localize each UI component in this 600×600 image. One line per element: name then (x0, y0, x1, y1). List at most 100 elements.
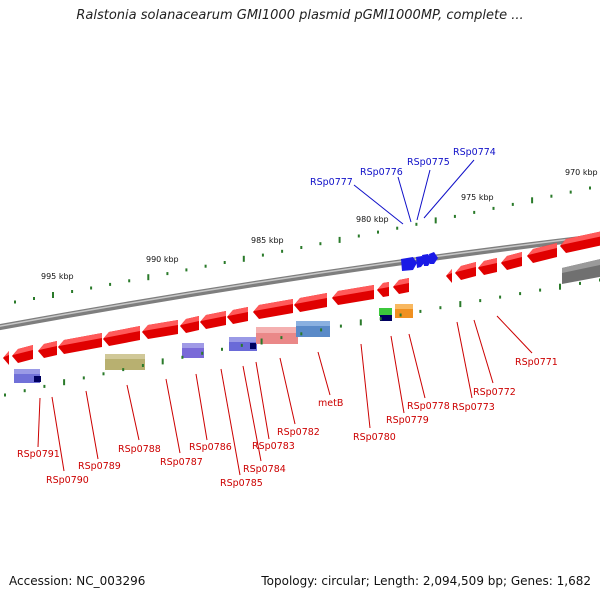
scale-tick (377, 230, 379, 234)
scale-tick (559, 283, 561, 290)
label-RSp0780[interactable]: RSp0780 (353, 432, 396, 443)
scale-tick (90, 286, 93, 290)
gene-RSp0784-highlight (201, 311, 226, 321)
scale-tick (419, 309, 422, 313)
label-RSp0784[interactable]: RSp0784 (243, 464, 286, 475)
scale-tick (109, 282, 112, 286)
scale-tick (181, 355, 184, 359)
scale-tick (43, 384, 46, 388)
scale-tick (166, 272, 169, 276)
top-gene-labels: RSp0774 RSp0775 RSp0776 RSp0777 (310, 147, 496, 188)
top-strand-genes (401, 252, 438, 271)
page-title: Ralstonia solanacearum GMI1000 plasmid p… (76, 8, 524, 23)
scale-tick (357, 234, 360, 238)
gene-RSp0772-highlight (479, 258, 497, 267)
scale-tick (569, 190, 572, 194)
scale-tick (589, 186, 591, 190)
scale-tick (280, 336, 283, 340)
gene-metB-highlight (295, 293, 327, 304)
scale-tick (122, 368, 125, 372)
tick-labels: 970 kbp 975 kbp 980 kbp 985 kbp 990 kbp … (41, 168, 598, 281)
label-RSp0776[interactable]: RSp0776 (360, 167, 403, 178)
gene-RSp0778-highlight (394, 278, 409, 286)
label-RSp0782[interactable]: RSp0782 (277, 427, 320, 438)
tick-label-970: 970 kbp (565, 168, 598, 177)
label-RSp0778[interactable]: RSp0778 (407, 401, 450, 412)
feature-green-small[interactable] (379, 308, 392, 316)
label-RSp0788[interactable]: RSp0788 (118, 444, 161, 455)
scale-tick (539, 288, 542, 292)
gene-RSp0792-highlight (4, 350, 9, 357)
label-RSp0786[interactable]: RSp0786 (189, 442, 232, 453)
scale-tick (185, 268, 188, 272)
scale-tick (399, 313, 402, 317)
gene-RSp0789-highlight (59, 333, 102, 346)
scale-tick (300, 246, 303, 249)
label-RSp0791[interactable]: RSp0791 (17, 449, 60, 460)
label-RSp0773[interactable]: RSp0773 (452, 402, 495, 413)
genome-backbone (0, 233, 600, 331)
scale-tick (359, 319, 362, 326)
label-RSp0787[interactable]: RSp0787 (160, 457, 203, 468)
label-metB[interactable]: metB (318, 398, 343, 409)
scale-tick (240, 343, 243, 347)
scale-tick (141, 364, 144, 367)
scale-lower (4, 278, 600, 397)
scale-tick (23, 389, 26, 393)
gene-RSp0771-highlight (528, 243, 557, 255)
tick-label-975: 975 kbp (461, 193, 494, 202)
scale-tick (319, 242, 322, 246)
top-leaders (353, 159, 475, 225)
scale-tick (128, 279, 131, 283)
gene-RSp0790-highlight (39, 341, 57, 350)
scale-tick (242, 255, 245, 262)
scale-tick (204, 264, 207, 268)
label-RSp0775[interactable]: RSp0775 (407, 157, 450, 168)
scale-tick (261, 253, 264, 257)
label-RSp0790[interactable]: RSp0790 (46, 475, 89, 486)
scale-tick (4, 393, 6, 397)
label-RSp0777[interactable]: RSp0777 (310, 177, 353, 188)
scale-tick (52, 292, 54, 298)
gene-RSp0777[interactable] (401, 257, 417, 271)
gene-RSp0782-highlight (254, 299, 293, 311)
scale-tick (223, 261, 226, 264)
scale-tick (473, 210, 476, 214)
gene-RSp0772-upper-highlight (502, 252, 522, 262)
gene-RSp0774[interactable] (429, 252, 438, 264)
scale-tick (479, 299, 482, 303)
scale-tick (550, 194, 553, 198)
scale-tick (492, 206, 495, 210)
scale-tick (396, 226, 399, 230)
gene-RSp0773b-highlight (447, 268, 452, 275)
scale-tick (499, 295, 502, 299)
topology-stats-text: Topology: circular; Length: 2,094,509 bp… (261, 574, 591, 588)
scale-tick (300, 332, 303, 336)
scale-tick (320, 328, 323, 332)
scale-tick (531, 197, 534, 204)
scale-tick (82, 376, 85, 380)
scale-tick (201, 351, 204, 355)
gene-RSp0773-highlight (456, 262, 476, 272)
label-RSp0774[interactable]: RSp0774 (453, 147, 496, 158)
label-RSp0779[interactable]: RSp0779 (386, 415, 429, 426)
accession-text: Accession: NC_003296 (9, 574, 146, 588)
bottom-leaders (37, 315, 533, 476)
tick-label-995: 995 kbp (41, 272, 74, 281)
label-RSp0771[interactable]: RSp0771 (515, 357, 558, 368)
scale-tick (511, 202, 514, 206)
gene-RSp0783-highlight (228, 307, 248, 316)
feature-boxes (14, 304, 413, 383)
reverse-strand-genes (3, 231, 600, 365)
scale-tick (221, 347, 223, 351)
scale-tick (338, 236, 341, 243)
label-RSp0772[interactable]: RSp0772 (473, 387, 516, 398)
gene-RSp0787-highlight (143, 320, 178, 331)
scale-tick (33, 297, 35, 300)
label-RSp0789[interactable]: RSp0789 (78, 461, 121, 472)
label-RSp0785[interactable]: RSp0785 (220, 478, 263, 489)
label-RSp0783[interactable]: RSp0783 (252, 441, 295, 452)
scale-tick (260, 338, 263, 345)
